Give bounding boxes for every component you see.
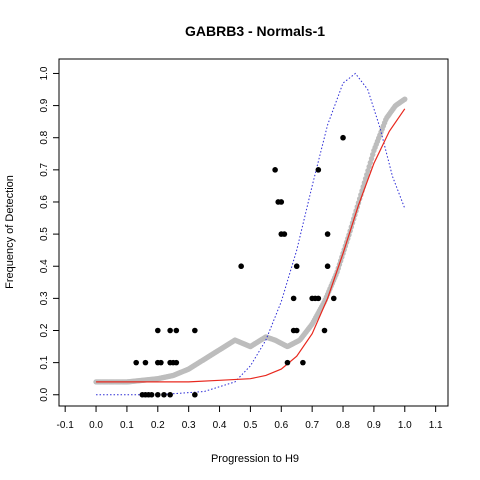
data-point	[238, 263, 244, 270]
y-tick-label: 0.2	[39, 323, 50, 337]
data-point	[315, 167, 322, 173]
plot-area	[93, 72, 408, 398]
plot-frame	[58, 58, 449, 407]
data-point	[173, 327, 180, 334]
y-tick-label: 0.3	[39, 291, 50, 305]
data-point	[290, 295, 297, 302]
data-point	[321, 327, 328, 334]
data-point	[324, 231, 331, 237]
y-axis: 0.0 0.1 0.2 0.3 0.4 0.5 0.6 0.7 0.8 0.9 1.0	[39, 66, 59, 402]
data-point	[192, 391, 198, 398]
data-point	[324, 263, 331, 270]
x-tick-label: 0.7	[305, 420, 319, 431]
data-point	[167, 391, 173, 398]
data-point	[154, 391, 161, 398]
data-point	[278, 199, 285, 205]
data-point	[142, 359, 149, 366]
x-tick-label: 0.2	[151, 420, 165, 431]
chart-title: GABRB3 - Normals-1	[185, 23, 325, 39]
x-axis-label: Progression to H9	[211, 453, 299, 465]
y-tick-label: 0.4	[39, 259, 50, 273]
y-tick-label: 0.8	[39, 130, 50, 144]
data-point	[284, 359, 291, 366]
y-tick-label: 0.6	[39, 195, 50, 209]
x-tick-label: 0.5	[243, 420, 257, 431]
data-point	[330, 295, 337, 302]
y-tick-label: 0.1	[39, 355, 50, 369]
data-point	[161, 391, 167, 398]
x-tick-label: 0.8	[336, 420, 350, 431]
smooth-series	[93, 96, 408, 385]
x-tick-label: 0.1	[120, 420, 134, 431]
data-point	[272, 167, 278, 173]
x-tick-label: 0.0	[89, 420, 103, 431]
y-tick-label: 0.5	[39, 227, 50, 241]
data-point	[173, 359, 180, 366]
x-tick-label: 0.9	[367, 420, 381, 431]
data-point	[293, 327, 300, 334]
data-point	[167, 327, 173, 334]
x-tick-label: 0.6	[274, 420, 288, 431]
data-point	[293, 263, 300, 270]
data-point	[133, 359, 139, 366]
y-tick-label: 0.0	[39, 387, 50, 401]
data-point	[281, 231, 288, 237]
y-tick-label: 0.9	[39, 98, 50, 112]
data-point	[300, 359, 306, 366]
x-tick-label: 1.1	[429, 420, 443, 431]
data-point	[192, 327, 198, 334]
data-point	[315, 295, 322, 302]
x-tick-label: 0.3	[182, 420, 196, 431]
points-series	[133, 134, 346, 398]
x-axis: -0.1 0.0 0.1 0.2 0.3 0.4 0.5 0.6 0.7 0.8 0.9 1.0 1.1	[57, 406, 443, 431]
data-point	[158, 359, 164, 366]
smooth-point	[402, 96, 408, 102]
x-tick-label: -0.1	[57, 420, 75, 431]
y-axis-label: Frequency of Detection	[4, 175, 16, 289]
data-point	[340, 134, 346, 141]
data-point	[154, 327, 161, 334]
y-tick-label: 1.0	[39, 66, 50, 80]
x-tick-label: 0.4	[213, 420, 227, 431]
y-tick-label: 0.7	[39, 162, 50, 176]
x-tick-label: 1.0	[398, 420, 412, 431]
fit-line	[96, 108, 406, 383]
data-point	[148, 391, 155, 398]
